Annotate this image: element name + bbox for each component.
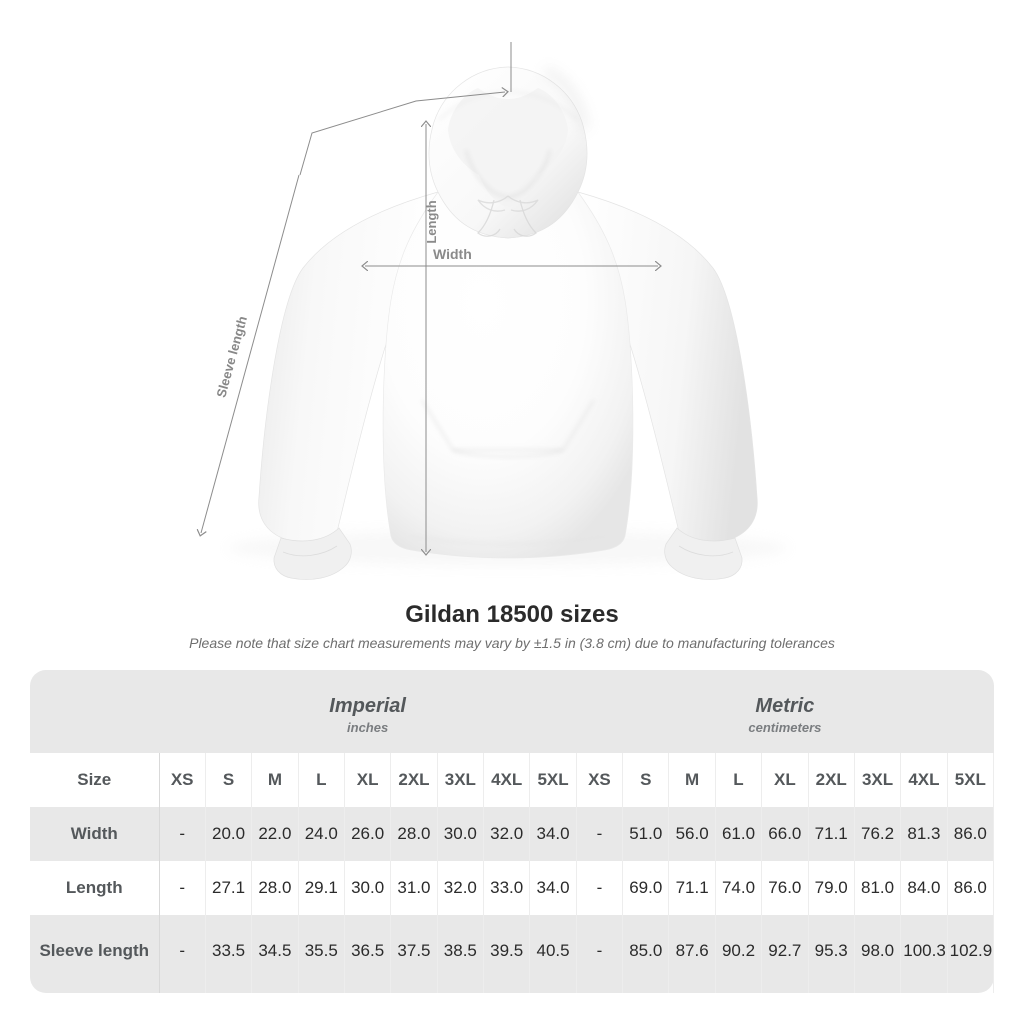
svg-text:Width: Width — [433, 246, 472, 262]
svg-text:Length: Length — [424, 200, 439, 243]
svg-text:Sleeve length: Sleeve length — [213, 314, 250, 399]
